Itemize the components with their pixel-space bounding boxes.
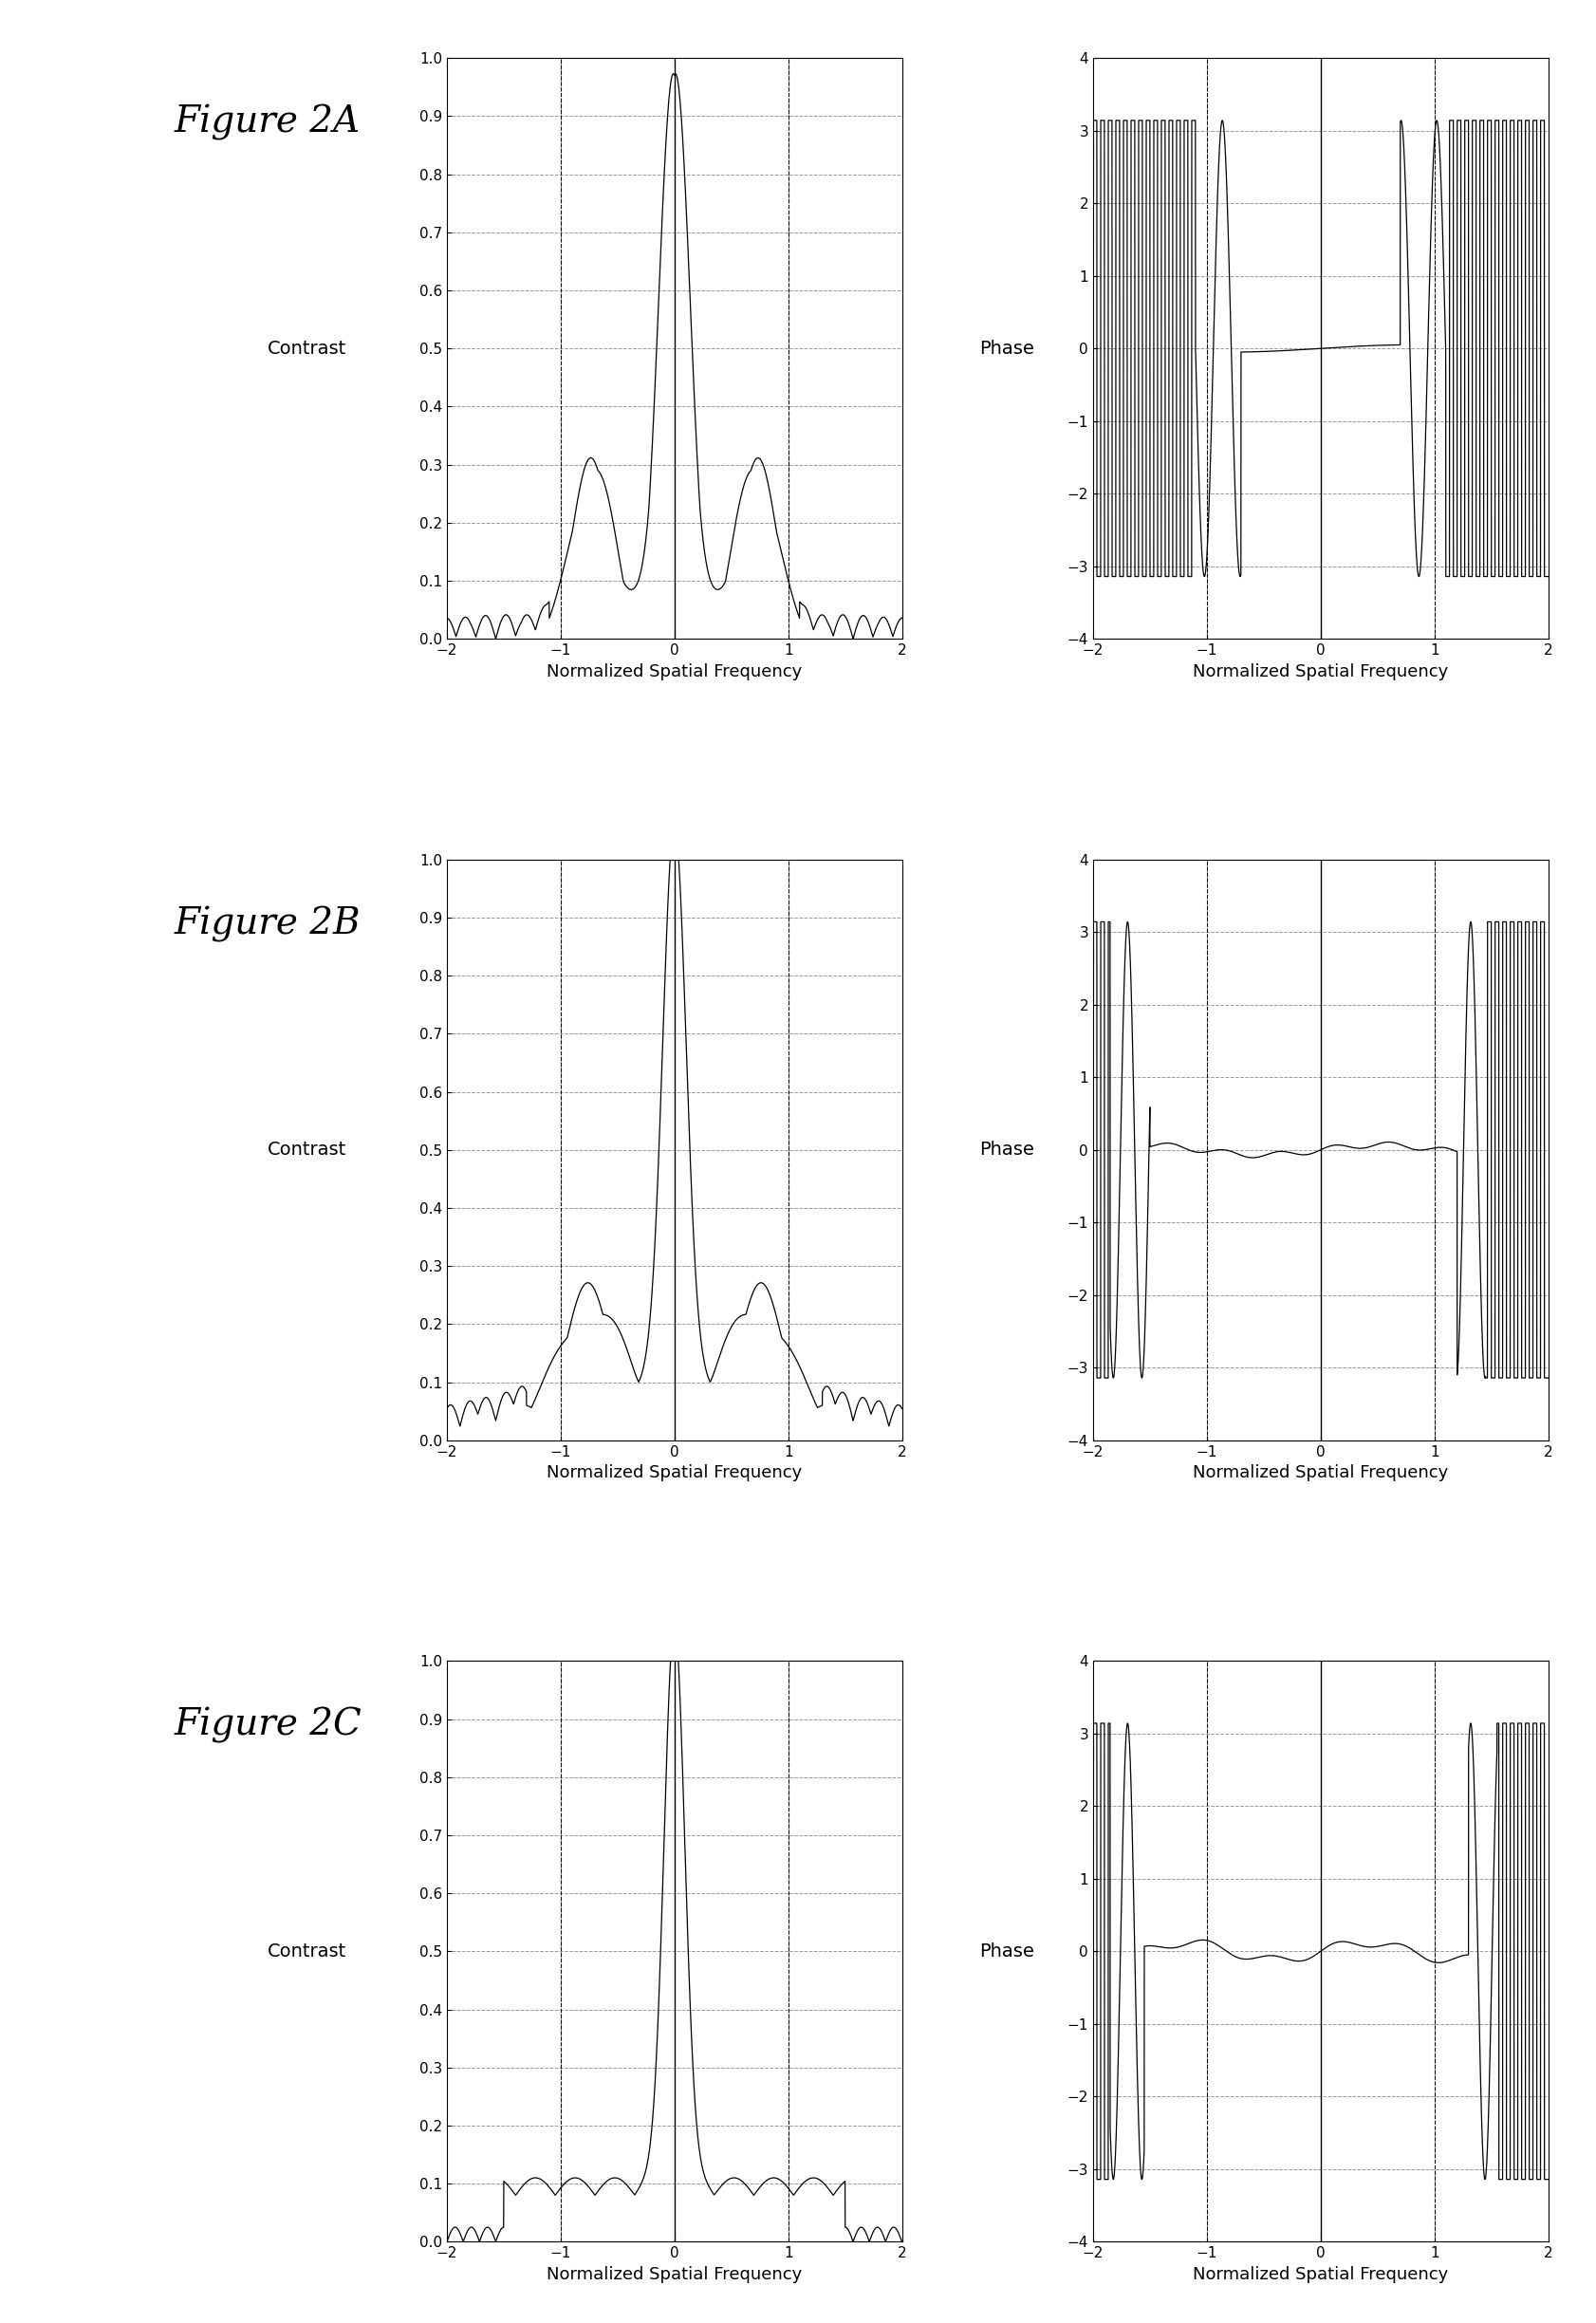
X-axis label: Normalized Spatial Frequency: Normalized Spatial Frequency [547,2265,803,2284]
Text: Figure 2B: Figure 2B [174,906,361,943]
X-axis label: Normalized Spatial Frequency: Normalized Spatial Frequency [1192,2265,1448,2284]
Text: Phase: Phase [978,339,1034,358]
Text: Figure 2A: Figure 2A [174,105,361,142]
Text: Contrast: Contrast [268,1942,346,1961]
Text: Contrast: Contrast [268,339,346,358]
X-axis label: Normalized Spatial Frequency: Normalized Spatial Frequency [1192,662,1448,681]
Text: Figure 2C: Figure 2C [174,1707,361,1745]
Text: Contrast: Contrast [268,1141,346,1159]
X-axis label: Normalized Spatial Frequency: Normalized Spatial Frequency [547,1463,803,1482]
Text: Phase: Phase [978,1141,1034,1159]
X-axis label: Normalized Spatial Frequency: Normalized Spatial Frequency [1192,1463,1448,1482]
Text: Phase: Phase [978,1942,1034,1961]
X-axis label: Normalized Spatial Frequency: Normalized Spatial Frequency [547,662,803,681]
